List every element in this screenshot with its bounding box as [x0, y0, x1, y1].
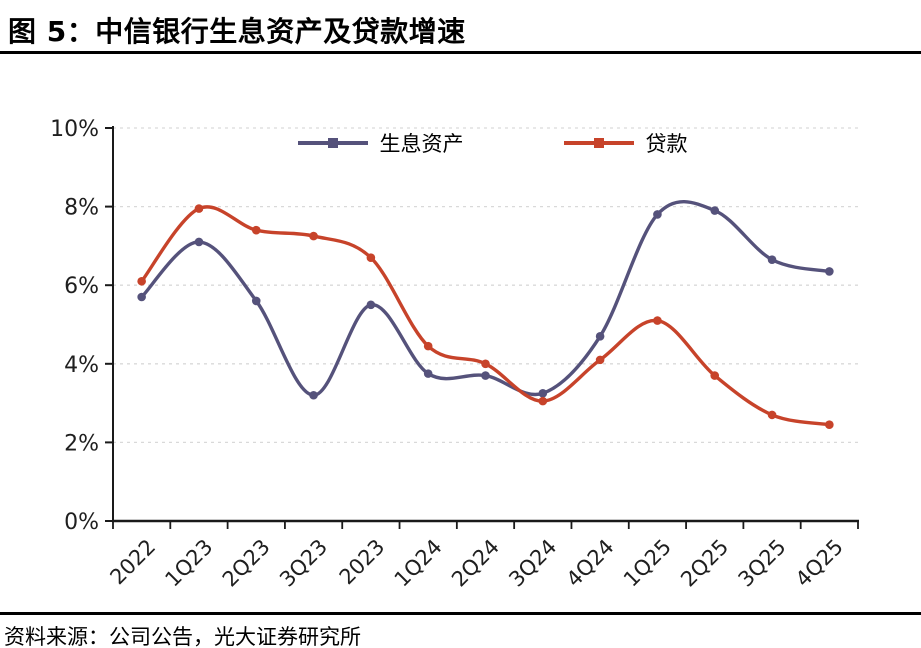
- chart-title: 图 5：中信银行生息资产及贷款增速: [8, 15, 466, 48]
- data-point-marker: [481, 359, 490, 369]
- y-axis-tick-label: 10%: [50, 117, 99, 142]
- x-axis-tick-label: 1Q24: [390, 535, 447, 592]
- y-axis-tick-label: 2%: [64, 431, 99, 456]
- x-axis-tick-label: 2022: [105, 535, 160, 590]
- data-point-marker: [710, 371, 720, 380]
- data-point-marker: [366, 253, 376, 262]
- data-point-marker: [595, 355, 605, 365]
- source-note: 资料来源：公司公告，光大证券研究所: [4, 625, 361, 648]
- x-axis-tick-label: 1Q23: [160, 535, 217, 592]
- data-point-marker: [595, 331, 605, 341]
- y-axis-tick-label: 8%: [64, 196, 99, 221]
- x-axis-tick-label: 3Q24: [504, 535, 561, 592]
- title-divider-line: [0, 51, 921, 54]
- data-point-marker: [653, 316, 662, 325]
- x-axis-tick-label: 3Q25: [734, 535, 791, 592]
- x-axis-tick-label: 2Q23: [218, 535, 275, 592]
- chart-area: 0% 2% 4% 6% 8% 10% 2022 1Q23 2Q23 3Q23 2023 1Q24 2Q2…: [0, 90, 921, 610]
- data-point-marker: [251, 225, 261, 235]
- data-point-marker: [309, 231, 318, 241]
- line-chart: 0%2%4%6%8%10%2022 1Q23 2Q23 3Q23 2023 1Q24 2Q2…: [50, 117, 859, 592]
- y-axis-tick-label: 6%: [64, 274, 99, 299]
- data-point-marker: [481, 371, 490, 380]
- x-axis-tick-label: 1Q25: [619, 535, 676, 592]
- data-point-marker: [767, 410, 777, 420]
- x-axis-tick-label: 4Q24: [562, 535, 619, 592]
- data-point-marker: [137, 276, 146, 286]
- data-point-marker: [251, 296, 261, 306]
- data-point-marker: [366, 300, 376, 310]
- x-axis-tick-label: 2Q24: [447, 535, 504, 592]
- data-point-marker: [825, 267, 834, 276]
- x-axis-tick-label: 2023: [335, 535, 390, 590]
- data-point-marker: [710, 206, 720, 215]
- data-point-marker: [538, 396, 548, 406]
- data-point-marker: [194, 204, 204, 213]
- y-axis-tick-label: 4%: [64, 353, 99, 378]
- x-axis-tick-label: 3Q23: [275, 535, 332, 592]
- data-point-marker: [423, 341, 433, 351]
- data-point-marker: [137, 292, 146, 302]
- x-axis-tick-label: 2Q25: [676, 535, 733, 592]
- x-axis-tick-label: 4Q25: [791, 535, 848, 592]
- y-axis-tick-label: 0%: [64, 510, 99, 535]
- data-point-marker: [309, 390, 318, 400]
- data-point-marker: [653, 210, 662, 219]
- data-point-marker: [423, 369, 433, 378]
- data-point-marker: [194, 237, 204, 247]
- data-point-marker: [767, 255, 777, 264]
- footer-divider-line: [0, 612, 921, 615]
- data-point-marker: [825, 420, 834, 430]
- data-point-marker: [538, 388, 548, 398]
- series-line-loans: [139, 205, 832, 427]
